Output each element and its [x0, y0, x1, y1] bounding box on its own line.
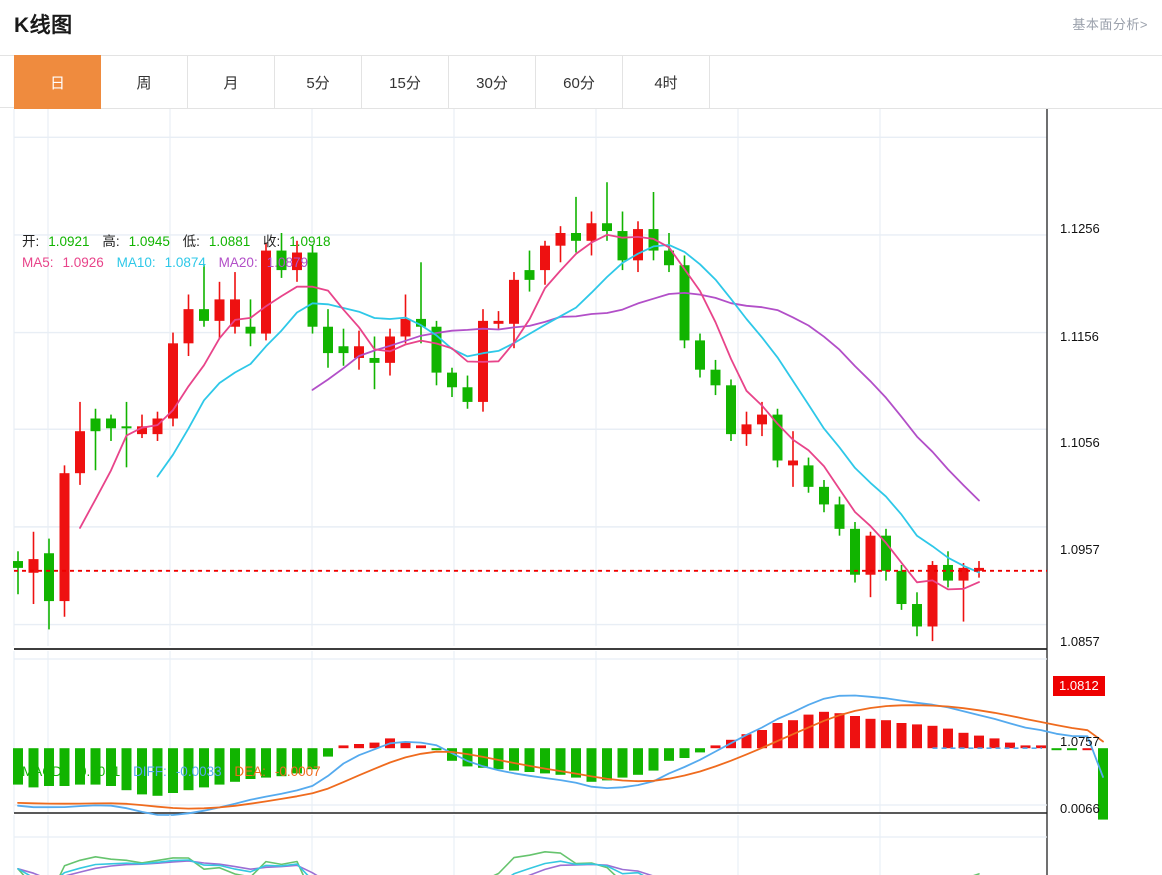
- tab-month[interactable]: 月: [188, 55, 275, 109]
- low-value: 1.0881: [208, 234, 251, 249]
- low-label: 低:: [182, 234, 200, 249]
- ma5-value: 1.0926: [62, 255, 104, 270]
- dea-label: DEA:: [234, 764, 266, 779]
- price-tick-5: 1.0757: [1060, 734, 1100, 749]
- chart-area[interactable]: 开: 1.0921 高: 1.0945 低: 1.0881 收: 1.0918 MA5:…: [0, 108, 1162, 875]
- price-tick-4: 1.0857: [1060, 634, 1100, 649]
- ma20-value: 1.0879: [266, 255, 308, 270]
- price-tick-2: 1.1056: [1060, 435, 1100, 450]
- tab-60min[interactable]: 60分: [536, 55, 623, 109]
- macd-legend: MACD: -0.0051 DIFF: -0.0033 DEA: -0.0007: [22, 764, 330, 779]
- open-label: 开:: [22, 234, 40, 249]
- ma10-label: MA10:: [116, 255, 156, 270]
- close-label: 收:: [262, 234, 281, 249]
- ma10-value: 1.0874: [164, 255, 206, 270]
- dea-value: -0.0007: [274, 764, 321, 779]
- diff-label: DIFF:: [133, 764, 167, 779]
- price-tick-3: 1.0957: [1060, 542, 1100, 557]
- kline-canvas[interactable]: [0, 108, 1162, 875]
- high-value: 1.0945: [128, 234, 170, 249]
- macd-label: MACD:: [22, 764, 66, 779]
- tab-week[interactable]: 周: [101, 55, 188, 109]
- ma-legend: MA5: 1.0926 MA10: 1.0874 MA20: 1.0879: [22, 255, 317, 270]
- tab-15min[interactable]: 15分: [362, 55, 449, 109]
- price-tick-1: 1.1156: [1060, 329, 1099, 344]
- tab-day[interactable]: 日: [14, 55, 101, 109]
- price-tick-0: 1.1256: [1060, 221, 1100, 236]
- current-price-badge: 1.0812: [1053, 676, 1105, 696]
- ma20-label: MA20:: [218, 255, 258, 270]
- open-value: 1.0921: [48, 234, 90, 249]
- tab-4hour[interactable]: 4时: [623, 55, 710, 109]
- fundamental-analysis-link[interactable]: 基本面分析>: [1072, 17, 1148, 32]
- interval-tabbar: 日 周 月 5分 15分 30分 60分 4时: [0, 55, 1162, 109]
- macd-value: -0.0051: [74, 764, 121, 779]
- macd-tick-0: 0.0066: [1060, 801, 1100, 816]
- close-value: 1.0918: [289, 234, 331, 249]
- tabbar-filler: [710, 55, 1162, 109]
- page-header: K线图 基本面分析>: [0, 0, 1162, 56]
- tab-5min[interactable]: 5分: [275, 55, 362, 109]
- tab-30min[interactable]: 30分: [449, 55, 536, 109]
- ma5-label: MA5:: [22, 255, 54, 270]
- diff-value: -0.0033: [175, 764, 222, 779]
- high-label: 高:: [102, 234, 120, 249]
- page-title: K线图: [14, 14, 73, 37]
- ohlc-legend: 开: 1.0921 高: 1.0945 低: 1.0881 收: 1.0918: [22, 230, 340, 250]
